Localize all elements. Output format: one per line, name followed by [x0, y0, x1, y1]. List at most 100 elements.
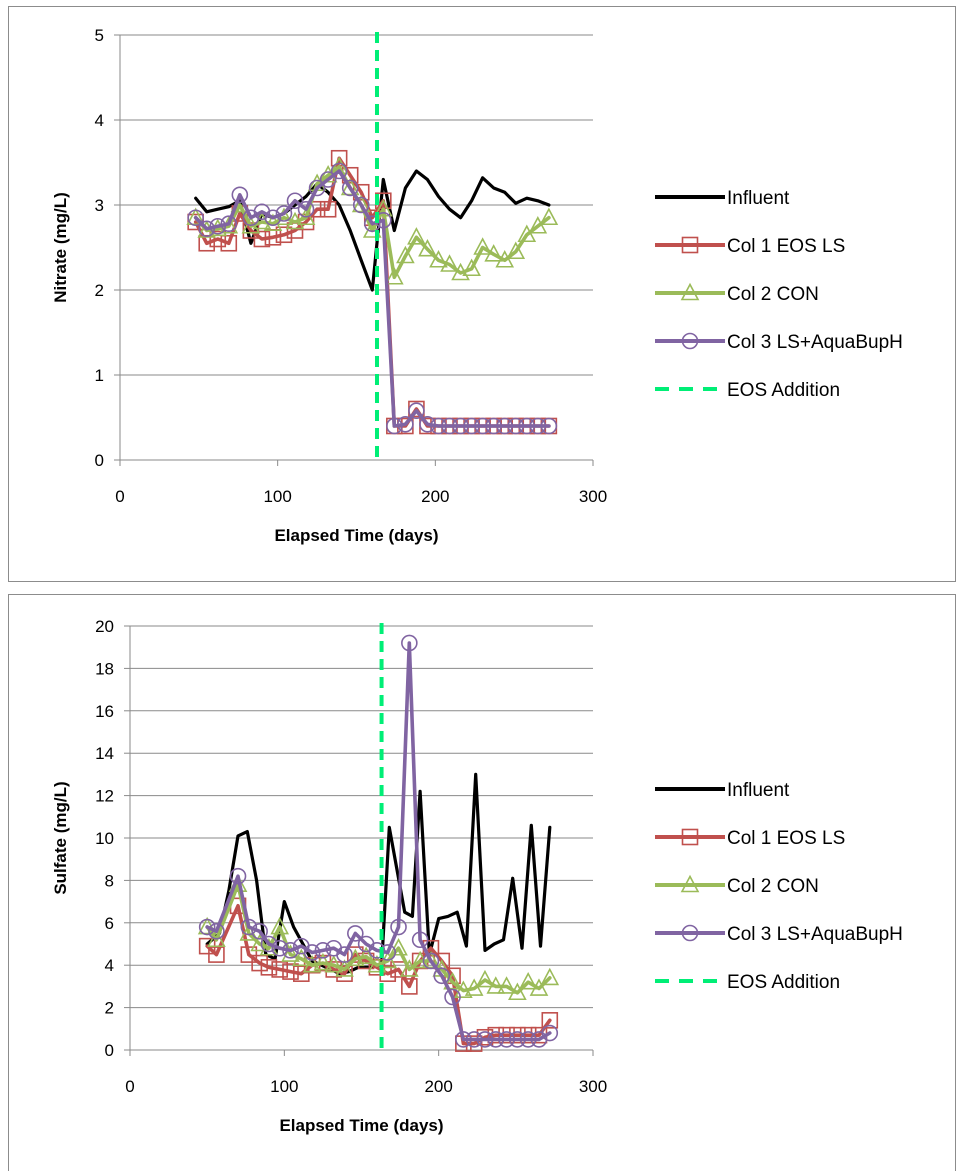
nitrate-data-point [441, 417, 458, 435]
legend-label: Col 1 EOS LS [727, 236, 845, 257]
nitrate-data-point [231, 186, 249, 204]
sulfate-data-point [541, 1024, 559, 1042]
sulfate-data-point [313, 952, 333, 971]
sulfate-series-line [205, 641, 552, 1042]
sulfate-data-point [443, 971, 462, 990]
sulfate-y-tick-label: 20 [95, 617, 114, 636]
nitrate-y-tick-label: 2 [95, 281, 104, 300]
nitrate-data-point [385, 267, 404, 285]
nitrate-data-point [452, 417, 469, 435]
sulfate-data-point [303, 944, 321, 961]
sulfate-y-tick-label: 18 [95, 659, 114, 678]
nitrate-data-point [187, 209, 204, 227]
sulfate-data-point [282, 963, 299, 980]
nitrate-data-point [296, 207, 316, 226]
nitrate-data-point [485, 417, 502, 435]
sulfate-data-point [207, 929, 226, 948]
legend-marker [681, 236, 699, 254]
sulfate-legend: Influent Col 1 EOS LS Col 2 CON Col 3 LS+Aq… [655, 780, 903, 993]
nitrate-data-point [419, 415, 436, 433]
sulfate-data-point [281, 944, 300, 962]
nitrate-x-tick-label: 300 [579, 487, 607, 506]
sulfate-x-axis-title: Elapsed Time (days) [279, 1116, 443, 1135]
sulfate-data-point [401, 978, 418, 995]
nitrate-y-tick-label: 5 [95, 26, 104, 45]
sulfate-data-point [465, 1035, 483, 1052]
sulfate-data-point [454, 980, 473, 998]
sulfate-data-point [336, 946, 353, 963]
nitrate-y-tick-label: 4 [95, 111, 104, 130]
legend-label: Col 3 LS+AquaBupH [727, 332, 903, 353]
nitrate-data-point [506, 241, 526, 260]
sulfate-y-tick-label: 6 [105, 914, 114, 933]
sulfate-data-point [518, 971, 538, 990]
sulfate-data-point [509, 1031, 526, 1048]
sulfate-data-point [302, 955, 322, 973]
sulfate-data-point [208, 922, 225, 940]
nitrate-y-tick-label: 0 [95, 451, 104, 470]
sulfate-data-point [282, 942, 299, 959]
sulfate-data-point [271, 961, 289, 978]
nitrate-data-point [220, 234, 238, 252]
nitrate-data-point [373, 199, 393, 217]
nitrate-chart: 0 1 2 3 4 5 0 100 200 300 Elapsed Time (days) Nitra… [51, 26, 903, 545]
sulfate-y-tick-label: 4 [105, 956, 114, 975]
sulfate-y-tick-label: 14 [95, 744, 114, 763]
nitrate-data-point [264, 209, 282, 227]
sulfate-data-point [240, 918, 258, 936]
sulfate-data-point [465, 1031, 483, 1048]
nitrate-series-line [193, 169, 551, 428]
nitrate-data-point [275, 205, 293, 222]
sulfate-data-point [540, 967, 560, 986]
sulfate-data-point [508, 982, 527, 1001]
nitrate-data-point [495, 250, 515, 268]
nitrate-data-point [286, 192, 304, 210]
sulfate-x-tick-label: 200 [424, 1077, 452, 1096]
sulfate-data-point [444, 988, 461, 1006]
sulfate-data-point [433, 967, 451, 985]
sulfate-data-point [260, 935, 278, 953]
nitrate-series-3 [187, 162, 558, 435]
nitrate-data-point [275, 226, 293, 244]
nitrate-data-point [352, 196, 370, 214]
nitrate-data-point [529, 417, 547, 435]
nitrate-data-point [462, 258, 481, 277]
sulfate-data-point [498, 1026, 515, 1044]
nitrate-y-axis-title: Nitrate (mg/L) [51, 192, 70, 303]
nitrate-y-tick-label: 3 [95, 196, 104, 215]
sulfate-data-point [389, 938, 408, 956]
sulfate-data-point [390, 918, 407, 936]
nitrate-data-point [209, 217, 227, 235]
sulfate-data-point [229, 867, 247, 885]
nitrate-data-point [408, 402, 425, 420]
nitrate-data-point [473, 237, 492, 255]
sulfate-data-point [519, 1031, 537, 1048]
sulfate-data-point [314, 942, 332, 959]
sulfate-data-point [251, 954, 268, 972]
nitrate-series-1 [187, 149, 558, 435]
legend-label: Col 1 EOS LS [727, 828, 845, 849]
nitrate-data-point [397, 415, 414, 433]
nitrate-legend: Influent Col 1 EOS LS Col 2 CON Col 3 LS+Aq… [655, 188, 903, 401]
sulfate-data-point [422, 952, 440, 970]
nitrate-data-point [330, 162, 348, 180]
sulfate-y-tick-label: 0 [105, 1041, 114, 1060]
nitrate-data-point [539, 207, 559, 226]
sulfate-data-point [519, 1026, 537, 1044]
nitrate-data-point [528, 216, 548, 234]
sulfate-data-point [356, 946, 376, 965]
nitrate-data-point [220, 215, 238, 232]
nitrate-data-point [474, 417, 491, 435]
nitrate-data-point [253, 230, 271, 248]
legend-label: Col 2 CON [727, 284, 819, 305]
nitrate-data-point [418, 238, 437, 257]
sulfate-y-tick-label: 2 [105, 999, 114, 1018]
sulfate-data-point [368, 942, 386, 959]
legend-marker [681, 828, 699, 846]
sulfate-data-point [421, 950, 441, 969]
nitrate-data-point [341, 179, 359, 197]
nitrate-data-point [507, 417, 525, 435]
nitrate-data-point [496, 417, 514, 435]
nitrate-data-point [517, 224, 537, 243]
